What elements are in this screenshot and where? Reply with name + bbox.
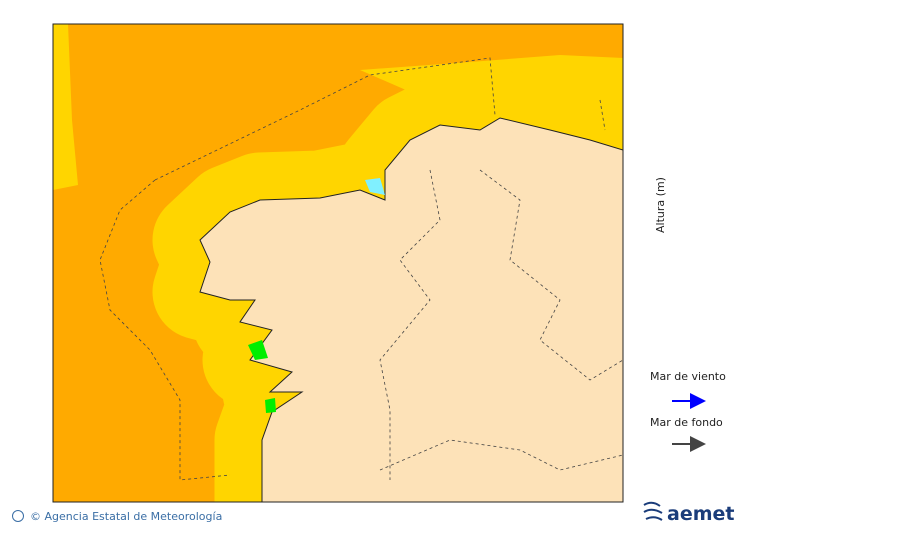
shallow	[248, 340, 276, 413]
logo-icon	[643, 501, 663, 521]
legend-label: Mar de fondo	[650, 416, 723, 429]
sea-band	[53, 24, 78, 190]
borders	[99, 57, 623, 481]
legend-label: Mar de viento	[650, 370, 726, 383]
land	[199, 117, 623, 502]
shallow	[365, 178, 385, 195]
credit-icon	[12, 510, 24, 522]
map	[53, 24, 623, 502]
map-frame	[52, 23, 624, 503]
colorbar-title: Altura (m)	[654, 177, 667, 233]
credit: © Agencia Estatal de Meteorología	[30, 510, 222, 523]
logo: aemet	[667, 503, 734, 525]
